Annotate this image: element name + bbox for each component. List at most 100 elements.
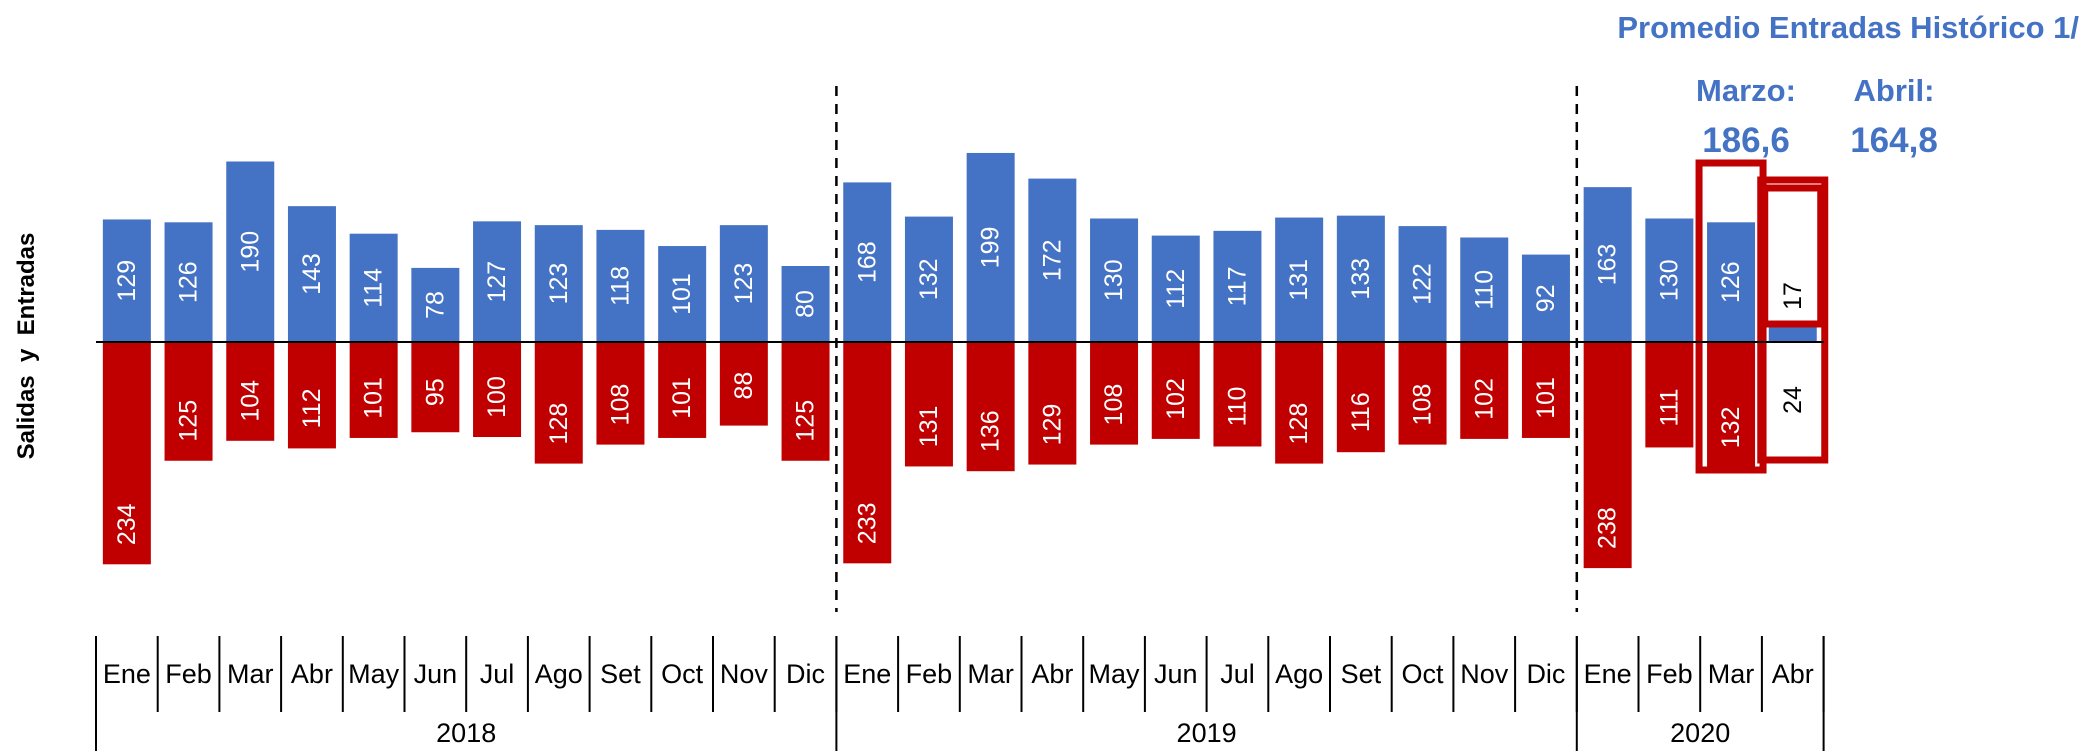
month-tick-label: Ene xyxy=(1584,659,1632,689)
entradas-bar xyxy=(1768,325,1817,342)
salidas-value-label: 101 xyxy=(360,377,388,419)
salidas-value-label: 110 xyxy=(1223,387,1251,427)
salidas-bar xyxy=(473,342,522,437)
entradas-bar xyxy=(966,152,1015,342)
salidas-value-label: 101 xyxy=(1532,377,1560,419)
salidas-bar xyxy=(781,342,830,461)
entradas-value-label: 114 xyxy=(360,268,388,308)
entradas-value-label: 80 xyxy=(792,290,820,318)
entradas-value-label: 101 xyxy=(668,273,696,315)
salidas-bar xyxy=(287,342,336,449)
salidas-value-label: 131 xyxy=(915,406,943,448)
entradas-value-label: 133 xyxy=(1347,258,1375,300)
month-tick-label: May xyxy=(348,659,400,689)
salidas-bar xyxy=(1460,342,1509,439)
month-tick-label: Set xyxy=(600,659,641,689)
salidas-value-label: 111 xyxy=(1655,388,1683,426)
salidas-bar xyxy=(1213,342,1262,447)
entradas-bar xyxy=(1275,217,1324,342)
entradas-bar xyxy=(719,225,768,342)
entradas-bar xyxy=(226,161,275,342)
salidas-value-label: 24 xyxy=(1779,386,1807,414)
highlight-frame xyxy=(1757,176,1829,464)
entradas-bar xyxy=(1336,215,1385,342)
salidas-bar xyxy=(1275,342,1324,464)
salidas-bar xyxy=(164,342,213,461)
salidas-value-label: 128 xyxy=(1285,403,1313,445)
salidas-value-label: 104 xyxy=(236,380,264,422)
entradas-bar xyxy=(473,221,522,342)
salidas-value-label: 88 xyxy=(730,372,758,400)
entradas-bar xyxy=(1090,218,1139,342)
month-tick-label: Jun xyxy=(414,659,458,689)
month-tick-label: Nov xyxy=(720,659,769,689)
salidas-bar xyxy=(1151,342,1200,439)
entradas-value-label: 118 xyxy=(606,266,634,306)
historical-average-note: Promedio Entradas Histórico 1/ Marzo: 18… xyxy=(1617,10,2079,160)
entradas-bar xyxy=(1645,218,1694,342)
entradas-bar xyxy=(658,246,707,342)
entradas-bar xyxy=(1398,226,1447,342)
month-tick-label: Mar xyxy=(967,659,1014,689)
month-tick-label: Feb xyxy=(906,659,953,689)
salidas-bar xyxy=(596,342,645,445)
note-march-value: 186,6 xyxy=(1702,121,1790,160)
salidas-value-label: 108 xyxy=(1409,384,1437,426)
note-title: Promedio Entradas Histórico 1/ xyxy=(1617,10,2079,45)
entradas-value-label: 112 xyxy=(1162,269,1190,309)
entradas-value-label: 110 xyxy=(1470,270,1498,310)
category-axis: Ene Feb Mar Abr May Jun Jul Ago Set Oct Nov Dic Ene F… xyxy=(95,86,1825,751)
salidas-bar xyxy=(658,342,707,438)
salidas-bar xyxy=(1090,342,1139,445)
month-tick-label: Feb xyxy=(165,659,212,689)
salidas-bar xyxy=(349,342,398,438)
entradas-bar xyxy=(1521,254,1570,342)
entradas-bar xyxy=(1460,237,1509,342)
entradas-value-label: 117 xyxy=(1223,266,1251,306)
salidas-bar xyxy=(102,342,151,565)
salidas-bar xyxy=(1645,342,1694,448)
entradas-value-label: 199 xyxy=(977,227,1005,269)
entradas-value-label: 78 xyxy=(421,291,449,319)
month-tick-label: Ene xyxy=(103,659,151,689)
salidas-value-label: 108 xyxy=(606,384,634,426)
month-tick-label: Mar xyxy=(227,659,274,689)
note-april-label: Abril: xyxy=(1854,73,1935,108)
entradas-bar xyxy=(102,219,151,342)
salidas-value-label: 108 xyxy=(1100,384,1128,426)
note-april-value: 164,8 xyxy=(1850,121,1938,160)
entradas-value-label: 130 xyxy=(1655,259,1683,301)
entradas-bar xyxy=(1028,178,1077,342)
salidas-value-label: 129 xyxy=(1038,404,1066,446)
entradas-bar xyxy=(534,225,583,342)
y-axis-label: Salidas y Entradas xyxy=(13,233,40,460)
year-label: 2019 xyxy=(1177,718,1237,748)
entradas-value-label: 130 xyxy=(1100,259,1128,301)
salidas-value-label: 125 xyxy=(175,400,203,442)
salidas-value-label: 128 xyxy=(545,403,573,445)
note-march-label: Marzo: xyxy=(1696,73,1796,108)
salidas-bar xyxy=(1768,342,1817,365)
salidas-value-label: 136 xyxy=(977,410,1005,452)
salidas-value-label: 101 xyxy=(668,377,696,419)
entradas-value-label: 17 xyxy=(1779,282,1807,310)
entradas-bar xyxy=(1151,235,1200,342)
entradas-value-label: 132 xyxy=(915,258,943,300)
month-tick-label: Ago xyxy=(535,659,583,689)
salidas-value-label: 100 xyxy=(483,376,511,418)
month-tick-label: Oct xyxy=(1402,659,1445,689)
entradas-value-label: 126 xyxy=(175,261,203,303)
salidas-bar xyxy=(534,342,583,464)
salidas-value-label: 234 xyxy=(113,503,141,545)
entradas-value-label: 190 xyxy=(236,231,264,273)
salidas-value-label: 95 xyxy=(421,378,449,406)
month-tick-label: Dic xyxy=(786,659,825,689)
month-tick-label: Ene xyxy=(843,659,891,689)
entradas-value-label: 143 xyxy=(298,253,326,295)
entradas-value-label: 168 xyxy=(853,241,881,283)
month-tick-label: Ago xyxy=(1275,659,1323,689)
month-tick-label: Set xyxy=(1341,659,1382,689)
year-label: 2018 xyxy=(436,718,496,748)
month-tick-label: May xyxy=(1089,659,1141,689)
salidas-bar xyxy=(1398,342,1447,445)
